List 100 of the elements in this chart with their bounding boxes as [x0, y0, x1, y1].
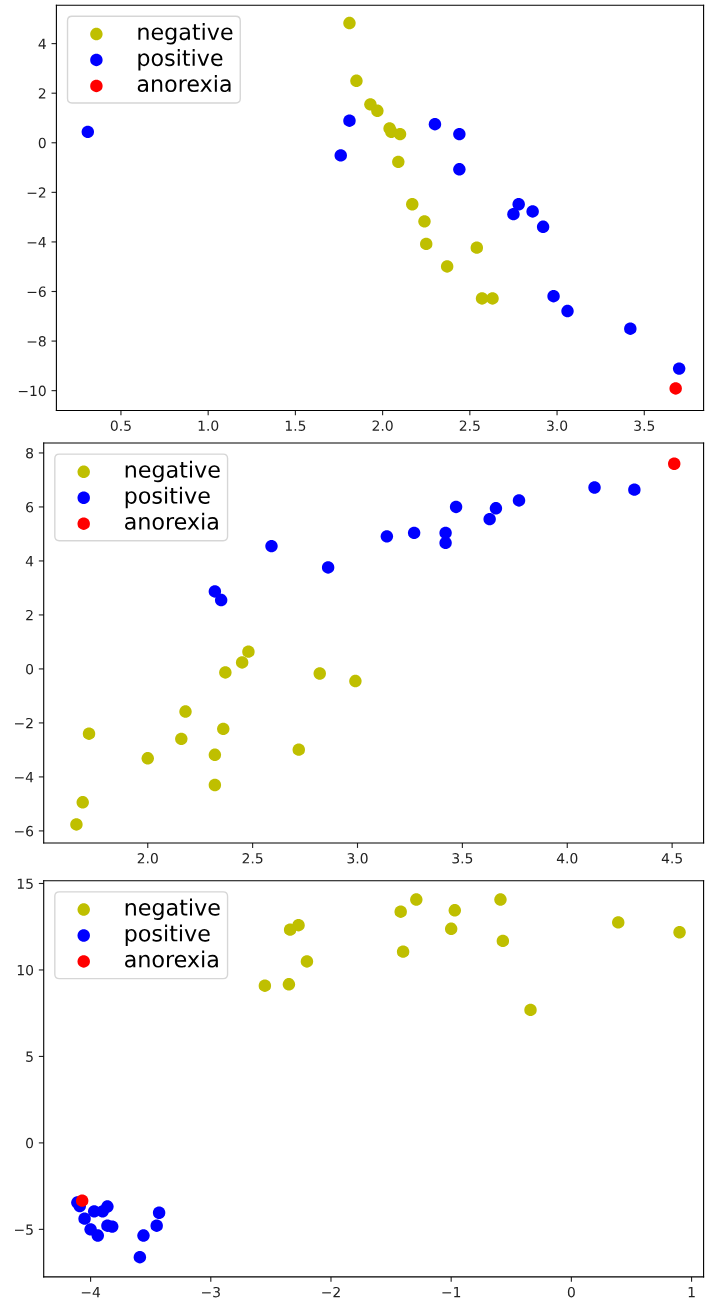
point — [393, 127, 407, 141]
x-tick-label: 1 — [688, 1287, 695, 1298]
y-tick-label: −8 — [27, 336, 46, 347]
point — [547, 290, 560, 303]
legend-label: negative — [125, 460, 220, 483]
y-tick-label: −2 — [14, 717, 33, 729]
point — [444, 922, 458, 936]
y-tick-label: 2 — [38, 88, 46, 99]
x-tick-label: −4 — [81, 1287, 101, 1298]
x-tick-label: 4.0 — [556, 853, 578, 864]
point — [449, 500, 463, 514]
point — [512, 198, 525, 211]
point — [418, 215, 431, 228]
point — [235, 656, 249, 669]
legend-label: anorexia — [125, 950, 218, 968]
point — [673, 926, 686, 939]
point — [76, 796, 89, 809]
x-tick-label: −3 — [202, 1286, 220, 1298]
point — [75, 1194, 89, 1207]
point — [343, 16, 356, 30]
x-tick-label: 3.5 — [452, 853, 473, 864]
point — [396, 945, 410, 958]
point — [350, 74, 363, 88]
x-tick-label: 3.5 — [634, 420, 655, 431]
y-tick-label: −6 — [27, 286, 46, 297]
x-tick-label: 0 — [567, 1286, 575, 1298]
point — [175, 732, 188, 746]
point — [439, 536, 452, 550]
point — [475, 292, 489, 305]
point — [258, 979, 272, 992]
legend-label: negative — [125, 898, 220, 921]
point — [81, 125, 95, 139]
y-tick-label: 10 — [17, 964, 34, 976]
point — [394, 905, 407, 918]
point — [91, 1229, 105, 1242]
point — [489, 502, 503, 515]
legend-label: positive — [125, 924, 210, 946]
point — [420, 237, 433, 251]
point — [78, 1212, 91, 1225]
x-tick-label: 2.0 — [137, 853, 158, 864]
legend-label: anorexia — [125, 512, 218, 530]
y-tick-label: −6 — [14, 825, 34, 837]
point — [470, 241, 484, 254]
point — [507, 207, 520, 221]
point — [453, 127, 466, 141]
point — [512, 494, 526, 507]
point — [292, 918, 305, 932]
point — [496, 934, 510, 948]
point — [133, 1250, 147, 1264]
point — [321, 561, 335, 574]
point — [407, 526, 421, 540]
legend-label: positive — [125, 486, 210, 509]
point — [536, 220, 550, 234]
point — [448, 904, 461, 917]
y-tick-label: 0 — [38, 137, 46, 149]
legend-label: negative — [138, 22, 233, 45]
x-tick-label: 1.0 — [198, 420, 219, 431]
x-tick-label: −2 — [322, 1286, 340, 1298]
point — [428, 117, 442, 131]
point — [392, 155, 405, 169]
y-tick-label: 4 — [38, 38, 46, 49]
point — [672, 362, 686, 375]
point — [526, 205, 539, 218]
y-tick-label: 5 — [26, 1051, 33, 1062]
y-tick-label: −10 — [18, 385, 46, 397]
point — [588, 481, 601, 494]
point — [371, 104, 384, 118]
point — [334, 149, 347, 162]
point — [141, 752, 154, 765]
point — [265, 539, 278, 553]
point — [524, 1003, 537, 1017]
y-tick-label: −5 — [14, 1224, 33, 1235]
y-tick-label: 6 — [26, 501, 34, 513]
point — [137, 1229, 150, 1242]
point — [313, 667, 326, 680]
point — [219, 666, 232, 679]
y-tick-label: 2 — [26, 609, 33, 621]
y-tick-label: 0 — [26, 1137, 34, 1149]
y-tick-label: −4 — [27, 237, 46, 248]
y-tick-label: −4 — [14, 772, 34, 783]
point — [214, 593, 228, 607]
y-tick-label: 0 — [26, 663, 34, 675]
point — [82, 727, 96, 740]
point — [208, 778, 222, 792]
point — [343, 114, 356, 127]
x-tick-label: −1 — [442, 1287, 461, 1298]
point — [282, 978, 296, 991]
point — [624, 322, 637, 335]
x-tick-label: 3.0 — [547, 420, 568, 431]
point — [179, 705, 192, 718]
x-tick-label: 2.5 — [459, 420, 480, 431]
point — [494, 893, 507, 906]
x-tick-label: 0.5 — [110, 420, 131, 431]
point — [669, 382, 682, 395]
y-tick-label: 4 — [25, 556, 34, 567]
y-tick-label: −2 — [27, 187, 46, 198]
x-tick-label: 2.5 — [242, 853, 263, 864]
point — [612, 916, 625, 929]
point — [217, 722, 230, 736]
y-tick-label: 8 — [26, 447, 34, 459]
